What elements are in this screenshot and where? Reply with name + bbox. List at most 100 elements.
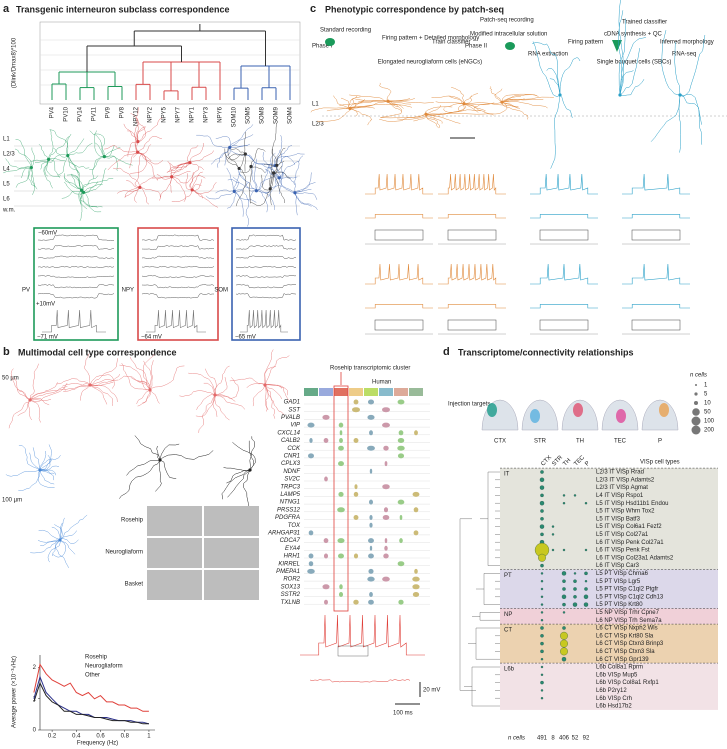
trace-box bbox=[231, 227, 301, 341]
group-band bbox=[500, 663, 718, 710]
connectivity-dot bbox=[572, 602, 578, 607]
connectivity-dot bbox=[540, 517, 544, 521]
connectivity-dot bbox=[561, 594, 567, 599]
voltage-trace bbox=[141, 245, 215, 250]
size-label: 50 bbox=[704, 410, 711, 416]
connectivity-dot bbox=[551, 548, 555, 552]
soma bbox=[188, 160, 192, 165]
voltage-trace bbox=[235, 234, 297, 241]
soma bbox=[28, 398, 32, 402]
violin bbox=[382, 484, 390, 490]
violin bbox=[369, 592, 373, 597]
voltage-trace bbox=[622, 173, 690, 195]
violin bbox=[338, 422, 344, 428]
power-line bbox=[33, 675, 150, 725]
gene-label: ROR2 bbox=[283, 577, 300, 583]
violin bbox=[338, 592, 344, 597]
leaf-label: PV9 bbox=[106, 106, 112, 118]
connectivity-dot bbox=[583, 594, 589, 599]
leaf-label: SOM9 bbox=[274, 106, 280, 124]
connectivity-dot bbox=[540, 493, 544, 498]
violin bbox=[397, 453, 405, 459]
violin bbox=[413, 507, 419, 513]
column-total: 92 bbox=[583, 736, 590, 742]
cell-type-label: L5 IT VISp Col6a1 Fezf2 bbox=[596, 524, 662, 530]
violin bbox=[353, 438, 359, 443]
connectivity-dot bbox=[562, 611, 566, 614]
connectivity-dot bbox=[562, 548, 566, 552]
gene-label: HRH1 bbox=[284, 554, 300, 560]
violin bbox=[368, 568, 374, 574]
soma bbox=[293, 191, 297, 195]
neuron-morphology bbox=[113, 153, 161, 205]
subthreshold-trace bbox=[365, 304, 433, 309]
violin bbox=[397, 399, 405, 405]
violin bbox=[322, 584, 330, 590]
panel-title: Transgenic interneuron subclass correspo… bbox=[16, 4, 230, 14]
violin bbox=[324, 476, 328, 482]
neuron-morphology bbox=[3, 139, 38, 195]
neuron-morphology bbox=[618, 0, 646, 96]
cluster-header bbox=[319, 388, 333, 396]
connectivity-dot bbox=[583, 602, 589, 607]
column-header: TEC bbox=[573, 454, 586, 467]
neuron-morphology bbox=[30, 514, 88, 568]
voltage-trace bbox=[37, 275, 115, 279]
connectivity-dot bbox=[561, 571, 567, 576]
violin bbox=[398, 430, 404, 436]
violin bbox=[412, 592, 420, 597]
neuron-morphology bbox=[104, 130, 164, 181]
neuron-morphology bbox=[171, 171, 219, 208]
voltage-label: +10mV bbox=[36, 302, 55, 308]
layer-label: L5 bbox=[3, 182, 10, 188]
cluster-header bbox=[394, 388, 408, 396]
violin bbox=[307, 453, 315, 459]
y-tick-label: 0 bbox=[33, 728, 37, 734]
leaf-label: PV4 bbox=[50, 106, 56, 118]
connectivity-dot bbox=[584, 571, 588, 576]
connectivity-dot bbox=[573, 494, 577, 497]
violin bbox=[384, 545, 388, 551]
voltage-trace bbox=[309, 679, 411, 683]
scale-label: 100 µm bbox=[2, 498, 22, 504]
gene-label: LAMP5 bbox=[280, 492, 300, 498]
soma bbox=[386, 99, 390, 103]
micrograph-tile bbox=[147, 570, 202, 600]
connectivity-dot bbox=[560, 631, 568, 640]
injection-label: Injection targets bbox=[448, 402, 490, 408]
group-label: PV bbox=[22, 288, 30, 294]
neuron-morphology bbox=[34, 129, 93, 176]
cluster-header bbox=[409, 388, 423, 396]
soma bbox=[678, 93, 682, 97]
violin bbox=[397, 438, 405, 443]
group-band bbox=[500, 608, 718, 625]
cell-type-label: L6 IT VISp Car3 bbox=[596, 563, 640, 569]
violin bbox=[368, 538, 374, 544]
injection-site bbox=[530, 409, 540, 423]
brain-section bbox=[521, 399, 559, 431]
soma bbox=[248, 468, 252, 472]
layer-label: L6 bbox=[3, 197, 10, 203]
voltage-trace bbox=[365, 263, 433, 285]
cell-type-label: L5 IT VISp Col27a1 bbox=[596, 532, 649, 538]
violin bbox=[368, 553, 374, 559]
panel-title: Phenotypic correspondence by patch-seq bbox=[325, 4, 504, 14]
connectivity-dot bbox=[540, 658, 544, 661]
violin bbox=[369, 468, 373, 474]
soma bbox=[424, 112, 428, 116]
voltage-trace bbox=[37, 266, 115, 268]
violin bbox=[382, 407, 390, 413]
y-axis-label: (Dlink/Dmax8)*100 bbox=[12, 37, 18, 88]
cell-type-label: L5 IT VISp Whrn Tox2 bbox=[596, 509, 655, 515]
cluster-header bbox=[349, 388, 363, 396]
target-label: CTX bbox=[494, 439, 506, 445]
violin bbox=[369, 430, 373, 436]
violin bbox=[308, 553, 314, 559]
cell-type-label: L6 IT VISp Col23a1 Adamts2 bbox=[596, 555, 674, 561]
cell-type-label: L6b P2ry12 bbox=[596, 688, 627, 694]
leaf-label: PV14 bbox=[78, 106, 84, 121]
soma bbox=[58, 538, 62, 542]
voltage-trace bbox=[141, 275, 215, 279]
x-tick-label: 0.2 bbox=[48, 734, 57, 740]
